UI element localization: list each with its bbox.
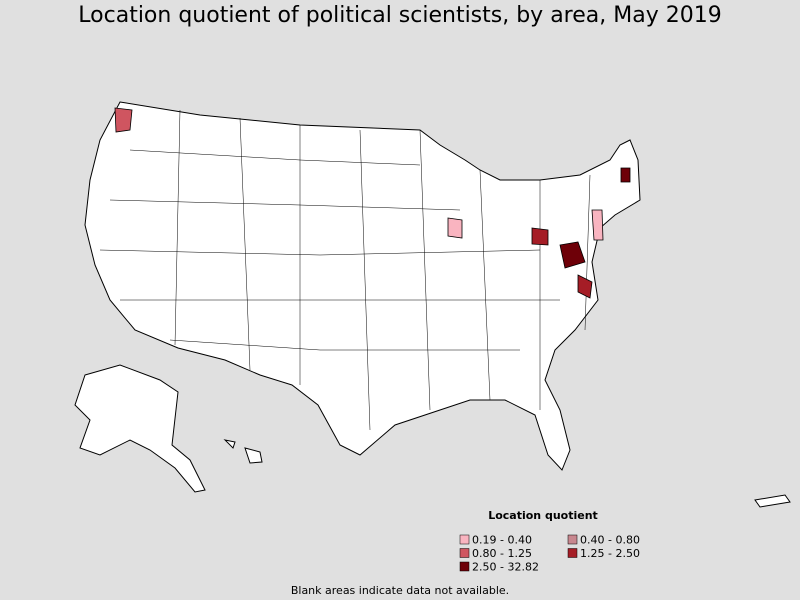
contiguous-us — [84, 101, 641, 471]
region-washington — [114, 107, 133, 133]
region-new-hampshire — [620, 167, 631, 183]
legend-label: 2.50 - 32.82 — [472, 561, 539, 574]
footnote: Blank areas indicate data not available. — [291, 584, 509, 597]
region-pennsylvania — [591, 209, 604, 241]
map — [74, 101, 791, 508]
legend-swatch — [459, 548, 470, 558]
legend-swatch — [459, 561, 470, 572]
region-ohio — [531, 227, 549, 246]
legend-label: 0.40 - 0.80 — [580, 534, 640, 547]
legend-swatch — [567, 548, 578, 558]
region-dc — [559, 241, 586, 269]
legend-label: 0.80 - 1.25 — [472, 547, 532, 560]
legend-swatch — [567, 534, 578, 545]
region-illinois — [447, 217, 463, 239]
map-title: Location quotient of political scientist… — [78, 3, 721, 28]
legend-title: Location quotient — [488, 509, 598, 522]
county-lines — [99, 109, 591, 431]
legend: Location quotient 0.19 - 0.40 0.40 - 0.80… — [459, 509, 640, 574]
region-virginia — [577, 274, 593, 299]
legend-label: 1.25 - 2.50 — [580, 547, 640, 560]
puerto-rico — [754, 494, 791, 508]
legend-label: 0.19 - 0.40 — [472, 534, 532, 547]
alaska — [74, 364, 206, 493]
hawaii — [223, 439, 263, 464]
legend-swatch — [459, 534, 470, 545]
